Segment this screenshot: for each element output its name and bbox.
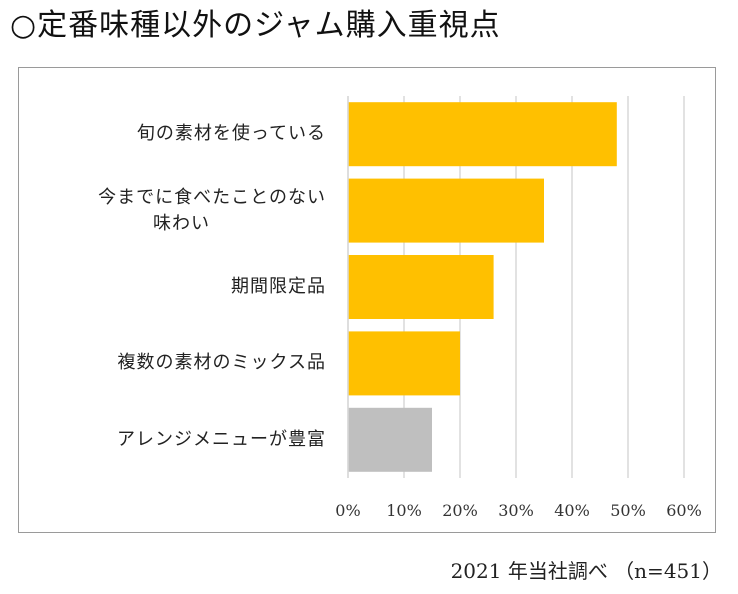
bar-0 bbox=[348, 102, 617, 167]
x-tick-label: 50% bbox=[610, 501, 646, 520]
category-label-line: アレンジメニューが豊富 bbox=[117, 428, 326, 450]
category-label-line: 期間限定品 bbox=[231, 276, 326, 297]
category-label-line: 旬の素材を使っている bbox=[136, 123, 326, 145]
category-label-3: 複数の素材のミックス品 bbox=[118, 350, 326, 376]
category-label-2: 期間限定品 bbox=[231, 274, 326, 300]
x-tick-label: 20% bbox=[442, 501, 478, 520]
category-label-1: 今までに食べたことのない味わい bbox=[98, 185, 326, 237]
category-label-line: 複数の素材のミックス品 bbox=[117, 352, 326, 374]
chart-frame bbox=[18, 67, 716, 533]
x-tick-label: 10% bbox=[386, 501, 422, 520]
x-tick-label: 0% bbox=[335, 501, 360, 520]
category-label-line: 味わい bbox=[153, 212, 210, 234]
bar-2 bbox=[348, 255, 494, 319]
source-note: 2021 年当社調べ （n=451） bbox=[450, 559, 722, 583]
category-label-0: 旬の素材を使っている bbox=[137, 121, 326, 147]
x-tick-label: 40% bbox=[554, 501, 590, 520]
chart-title: ○定番味種以外のジャム購入重視点 bbox=[10, 8, 501, 43]
x-tick-label: 60% bbox=[666, 501, 702, 520]
bar-4 bbox=[348, 407, 432, 472]
bar-3 bbox=[348, 331, 460, 396]
category-label-line: 今までに食べたことのない bbox=[98, 186, 326, 208]
category-label-4: アレンジメニューが豊富 bbox=[117, 427, 326, 453]
x-tick-label: 30% bbox=[498, 501, 534, 520]
bar-1 bbox=[348, 178, 544, 243]
